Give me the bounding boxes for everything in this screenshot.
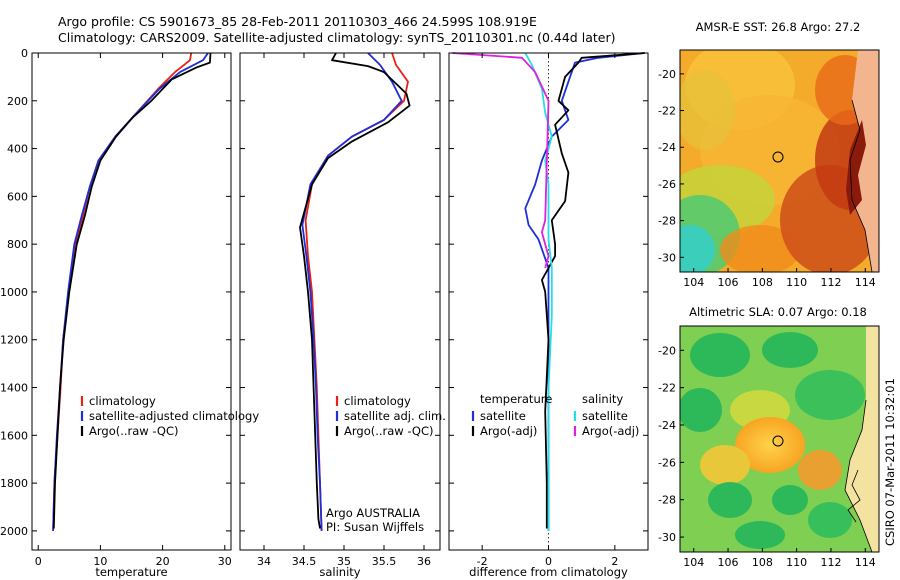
annotation-line2: PI: Susan Wijffels xyxy=(326,520,424,534)
series-line xyxy=(304,52,409,531)
map-x-tick-label: 114 xyxy=(855,276,876,289)
profile-panels: 0 10 20 30020040060080010001200140016001800… xyxy=(0,47,649,579)
series-line xyxy=(524,52,553,531)
legend-label: satellite xyxy=(582,409,628,423)
series-line xyxy=(52,52,193,531)
map-y-tick-label: -26 xyxy=(658,456,676,469)
x-tick-label: 2 xyxy=(611,555,618,568)
series-line xyxy=(52,52,212,529)
x-axis-label: salinity xyxy=(319,565,360,579)
sst-map-title: AMSR-E SST: 26.8 Argo: 27.2 xyxy=(696,20,861,34)
legend-label: climatology xyxy=(344,394,411,408)
x-tick-label: 0 xyxy=(35,555,42,568)
map-x-tick-label: 112 xyxy=(820,276,841,289)
map-x-tick-label: 112 xyxy=(820,556,841,569)
map-x-tick-label: 108 xyxy=(752,276,773,289)
x-axis-label: temperature xyxy=(95,565,167,579)
x-tick-label: 20 xyxy=(156,555,170,568)
series-line xyxy=(452,52,550,269)
sla-map-ticks: 104 106 108 110 112 114 -20 -22 -24 -26 -28 -30 xyxy=(658,344,876,569)
salinity_profile: 34 34.5 35 35.5 36 salinity climatologysatelli… xyxy=(239,52,446,579)
map-y-tick-label: -20 xyxy=(658,68,676,81)
figure-title-line2: Climatology: CARS2009. Satellite-adjuste… xyxy=(58,30,616,45)
y-tick-label: 400 xyxy=(7,143,28,156)
map-x-tick-label: 106 xyxy=(718,276,739,289)
y-tick-label: 2000 xyxy=(0,525,28,538)
side-stamp: CSIRO 07-Mar-2011 10:32:01 xyxy=(883,378,897,546)
map-x-tick-label: 104 xyxy=(683,276,704,289)
sla-map: Altimetric SLA: 0.07 Argo: 0.18 104 106 10… xyxy=(658,305,880,569)
y-tick-label: 800 xyxy=(7,238,28,251)
series-line xyxy=(299,52,411,529)
x-tick-label: 34 xyxy=(257,555,271,568)
map-y-tick-label: -26 xyxy=(658,178,676,191)
legend-label: satellite adj. clim. xyxy=(344,409,446,423)
sla-map-title: Altimetric SLA: 0.07 Argo: 0.18 xyxy=(689,305,867,319)
map-y-tick-label: -22 xyxy=(658,382,676,395)
x-tick-label: 30 xyxy=(218,555,232,568)
legend-label: satellite xyxy=(480,409,526,423)
legend-label: Argo(-adj) xyxy=(582,424,639,438)
y-tick-label: 1800 xyxy=(0,477,28,490)
map-y-tick-label: -30 xyxy=(658,531,676,544)
map-y-tick-label: -24 xyxy=(658,141,676,154)
x-axis-label: difference from climatology xyxy=(469,565,628,579)
x-tick-label: 34.5 xyxy=(292,555,317,568)
map-y-tick-label: -22 xyxy=(658,105,676,118)
legend-label: Argo(..raw -QC) xyxy=(344,424,434,438)
y-tick-label: 0 xyxy=(21,47,28,60)
sst-map: AMSR-E SST: 26.8 Argo: 27.2 104 106 108 110… xyxy=(658,20,880,289)
legend-title: temperature xyxy=(480,392,552,406)
sst-map-ticks: 104 106 108 110 112 114 -20 -22 -24 -26 -28 -30 xyxy=(658,68,876,289)
x-tick-label: -2 xyxy=(477,555,488,568)
map-y-tick-label: -24 xyxy=(658,419,676,432)
legend-label: satellite-adjusted climatology xyxy=(89,409,259,423)
annotation-line1: Argo AUSTRALIA xyxy=(326,506,420,520)
legend-label: climatology xyxy=(89,394,156,408)
y-tick-label: 200 xyxy=(7,95,28,108)
series-line xyxy=(524,52,645,531)
sla-map-field xyxy=(680,326,879,552)
sst-map-field xyxy=(680,50,879,272)
map-y-tick-label: -28 xyxy=(658,494,676,507)
y-tick-label: 1400 xyxy=(0,382,28,395)
temperature_profile: 0 10 20 30 0 200 400 600 800 1000 1200 1400 1600 1800… xyxy=(0,47,259,579)
map-y-tick-label: -28 xyxy=(658,215,676,228)
series-line xyxy=(52,52,209,531)
x-tick-label: 36 xyxy=(417,555,431,568)
map-x-tick-label: 110 xyxy=(786,556,807,569)
legend-label: Argo(..raw -QC) xyxy=(89,424,179,438)
map-x-tick-label: 104 xyxy=(683,556,704,569)
x-tick-label: 0 xyxy=(545,555,552,568)
y-tick-label: 1200 xyxy=(0,334,28,347)
series-line xyxy=(541,52,645,529)
legend-label: Argo(-adj) xyxy=(480,424,537,438)
map-y-tick-label: -30 xyxy=(658,251,676,264)
map-y-tick-label: -20 xyxy=(658,344,676,357)
legend-title: salinity xyxy=(582,392,623,406)
map-x-tick-label: 108 xyxy=(752,556,773,569)
plot-frame xyxy=(31,52,232,551)
y-tick-label: 1600 xyxy=(0,429,28,442)
map-x-tick-label: 114 xyxy=(855,556,876,569)
x-tick-label: 35 xyxy=(337,555,351,568)
y-tick-label: 600 xyxy=(7,190,28,203)
x-tick-label: 35.5 xyxy=(372,555,397,568)
x-tick-label: 10 xyxy=(93,555,107,568)
y-tick-label: 1000 xyxy=(0,286,28,299)
figure-title-line1: Argo profile: CS 5901673_85 28-Feb-2011 … xyxy=(58,14,537,29)
plot-frame xyxy=(239,52,441,551)
map-x-tick-label: 106 xyxy=(718,556,739,569)
map-x-tick-label: 110 xyxy=(786,276,807,289)
series-line xyxy=(301,52,403,531)
